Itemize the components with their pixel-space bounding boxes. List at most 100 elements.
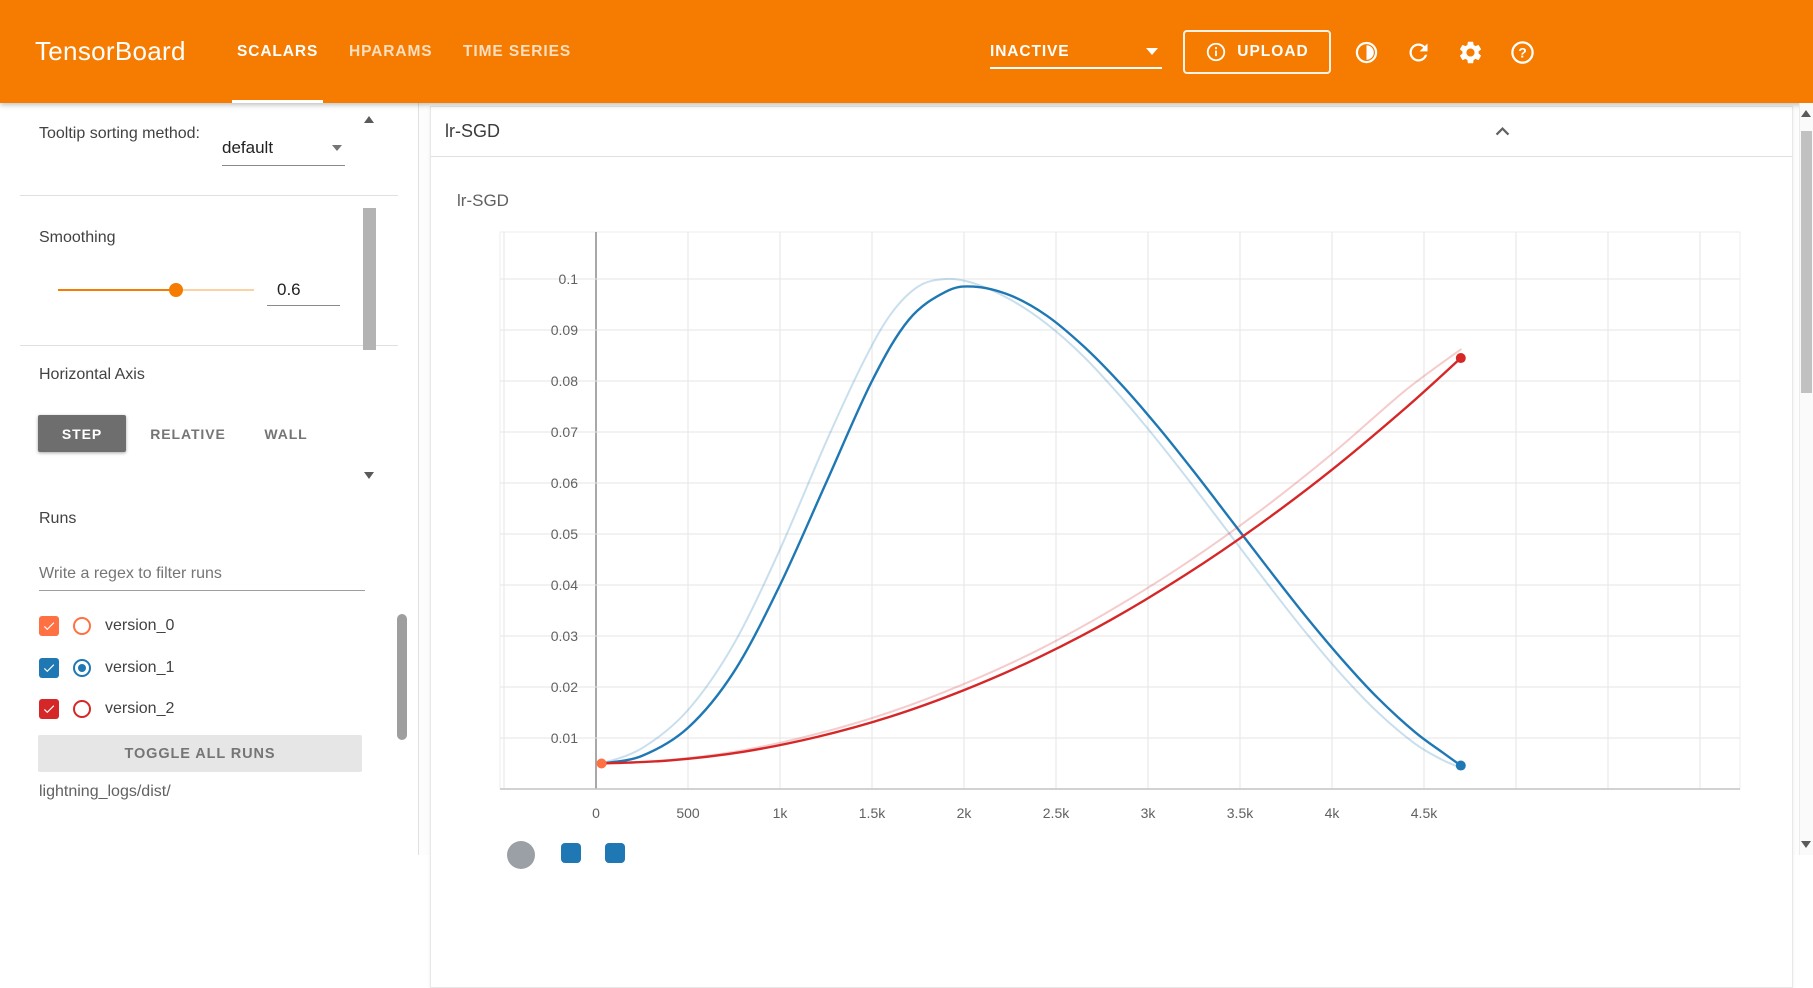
run-radio[interactable] [73,659,91,677]
run-row-version-1[interactable]: version_1 [39,647,369,689]
runs-scrollbar-thumb[interactable] [397,614,407,740]
y-tick-label: 0.07 [551,424,578,440]
page-scrollbar-thumb[interactable] [1801,131,1812,393]
tab-scalars-label: SCALARS [237,42,319,60]
sidebar: Tooltip sorting method: default Smoothin… [0,103,419,855]
chevron-down-icon [332,145,342,151]
chart-title: lr-SGD [457,191,509,210]
card-header: lr-SGD [431,107,1792,157]
y-tick-label: 0.05 [551,526,578,542]
series-original-version_2 [600,348,1462,765]
y-tick-label: 0.09 [551,322,578,338]
x-tick-label: 1k [773,805,789,821]
y-tick-label: 0.02 [551,679,578,695]
collapse-card-button[interactable] [1489,118,1516,145]
settings-button[interactable] [1457,39,1484,66]
y-tick-label: 0.03 [551,628,578,644]
svg-text:?: ? [1518,45,1527,61]
upload-button-label: UPLOAD [1237,43,1309,60]
run-radio[interactable] [73,617,91,635]
upload-button[interactable]: UPLOAD [1183,30,1331,74]
run-checkbox[interactable] [39,699,59,719]
scroll-down-arrow-icon[interactable] [364,472,374,479]
app-header: TensorBoard SCALARS HPARAMS TIME SERIES … [0,0,1813,103]
brightness-icon [1355,41,1378,64]
series-smoothed-version_1 [600,285,1462,767]
x-tick-label: 2k [957,805,973,821]
expand-less-icon [1495,127,1510,136]
run-name: version_0 [105,617,175,634]
reload-status-dropdown[interactable]: INACTIVE [990,0,1162,103]
plot-border [499,231,1741,790]
y-tick-label: 0.01 [551,730,578,746]
horizontal-axis-label: Horizontal Axis [39,366,145,383]
smoothing-slider-thumb[interactable] [169,283,183,297]
end-marker-version_2 [1455,353,1466,364]
tab-scalars[interactable]: SCALARS [231,0,324,103]
toggle-all-runs-button[interactable]: TOGGLE ALL RUNS [38,735,362,772]
run-checkbox[interactable] [39,658,59,678]
tooltip-sorting-label: Tooltip sorting method: [39,125,200,142]
y-tick-label: 0.08 [551,373,578,389]
log-directory-label: lightning_logs/dist/ [39,783,171,800]
axis-relative-button[interactable]: RELATIVE [142,415,234,452]
x-tick-label: 4.5k [1411,805,1438,821]
reload-status-value: INACTIVE [990,42,1070,60]
tab-hparams-label: HPARAMS [349,42,433,60]
help-icon: ? [1511,41,1534,64]
series-original-version_1 [600,277,1462,769]
run-checkbox[interactable] [39,616,59,636]
divider [20,345,398,346]
end-marker-version_0 [596,758,607,769]
main-content: lr-SGD lr-SGD [419,103,1800,988]
axis-wall-label: WALL [264,425,308,442]
settings-scrollbar-thumb[interactable] [363,208,376,350]
scroll-up-arrow-icon[interactable] [1801,110,1811,117]
smoothing-slider[interactable] [58,283,254,297]
run-name: version_1 [105,659,175,676]
x-tick-label: 500 [676,805,700,821]
x-tick-label: 4k [1325,805,1341,821]
scalar-card-lr-sgd: lr-SGD lr-SGD [430,106,1793,988]
x-tick-label: 1.5k [859,805,886,821]
tooltip-sorting-dropdown[interactable]: default [222,131,345,166]
scroll-up-arrow-icon[interactable] [364,116,374,123]
refresh-icon [1409,43,1428,62]
axis-relative-label: RELATIVE [150,425,226,442]
run-radio[interactable] [73,700,91,718]
x-tick-label: 0 [592,805,600,821]
info-icon [1207,42,1226,62]
y-tick-label: 0.04 [551,577,578,593]
runs-filter-input[interactable] [39,558,365,591]
scroll-down-arrow-icon[interactable] [1801,841,1811,848]
settings-scrollbar[interactable] [363,108,376,490]
y-tick-label: 0.06 [551,475,578,491]
divider [20,195,398,196]
axis-step-button[interactable]: STEP [38,415,126,452]
x-tick-label: 2.5k [1043,805,1070,821]
run-row-version-2[interactable]: version_2 [39,688,369,730]
gear-icon [1459,41,1482,64]
run-row-version-0[interactable]: version_0 [39,605,369,647]
card-title: lr-SGD [445,121,500,141]
x-tick-label: 3.5k [1227,805,1254,821]
check-icon [43,705,55,714]
smoothing-value-input[interactable] [267,274,340,306]
check-icon [43,664,55,673]
x-tick-label: 3k [1141,805,1157,821]
lr-sgd-line-chart[interactable]: 0.01 0.02 0.03 0.04 0.05 0.06 0.07 0.08 0.09 0.1 0… [443,160,1792,855]
axis-step-label: STEP [61,425,103,442]
help-button[interactable]: ? [1509,39,1536,66]
runs-section-label: Runs [39,510,77,527]
refresh-button[interactable] [1405,39,1432,66]
tab-hparams[interactable]: HPARAMS [349,0,433,103]
tab-time-series[interactable]: TIME SERIES [463,0,571,103]
axis-wall-button[interactable]: WALL [250,415,322,452]
chevron-down-icon [1146,48,1158,55]
tooltip-sorting-value: default [222,138,274,157]
page-scrollbar[interactable] [1799,103,1813,855]
check-icon [43,622,55,631]
tab-time-series-label: TIME SERIES [463,42,572,60]
dark-mode-toggle-button[interactable] [1353,39,1380,66]
app-logo: TensorBoard [35,36,186,66]
